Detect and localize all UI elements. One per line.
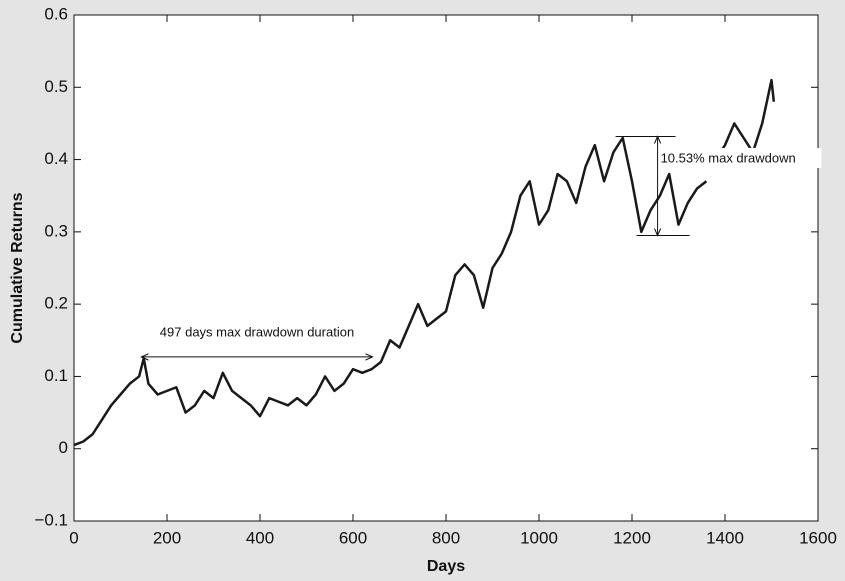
y-tick-label: 0.1 (44, 366, 68, 385)
y-tick-label: 0.2 (44, 294, 68, 313)
annotation: 10.53% max drawdown (661, 150, 796, 165)
annotation-bg (659, 147, 822, 168)
y-tick-label: −0.1 (34, 510, 68, 529)
plot-area (73, 14, 819, 522)
y-tick-label: 0.5 (44, 77, 68, 96)
y-tick-label: 0.4 (44, 149, 68, 168)
x-tick-label: 800 (432, 528, 460, 547)
x-tick-label: 200 (153, 528, 181, 547)
x-tick-label: 1200 (613, 528, 651, 547)
x-tick-label: 600 (339, 528, 367, 547)
x-tick-label: 1400 (706, 528, 744, 547)
annotation: 497 days max drawdown duration (160, 324, 354, 339)
x-tick-label: 0 (69, 528, 78, 547)
y-axis-label: Cumulative Returns (9, 192, 26, 343)
x-tick-label: 1000 (520, 528, 558, 547)
x-axis-label: Days (427, 558, 465, 575)
y-tick-label: 0.6 (44, 4, 68, 23)
series-line (73, 78, 776, 447)
y-tick-label: 0.3 (44, 221, 68, 240)
x-tick-label: 400 (246, 528, 274, 547)
x-tick-label: 1600 (799, 528, 837, 547)
y-tick-label: 0 (59, 438, 68, 457)
